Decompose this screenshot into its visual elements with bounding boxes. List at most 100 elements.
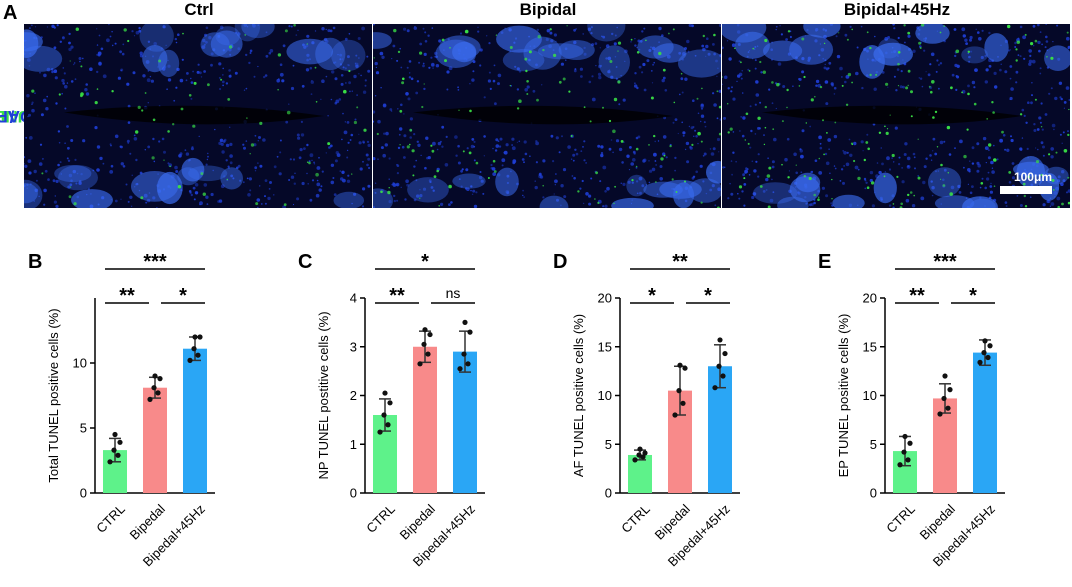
data-point (107, 459, 113, 465)
y-tick-label: 10 (598, 388, 612, 403)
data-point (457, 366, 463, 372)
significance-label: * (421, 251, 429, 273)
panel-letter: E (818, 251, 831, 273)
data-point (461, 351, 467, 357)
significance-label: ** (389, 285, 405, 307)
bar (413, 346, 437, 493)
data-point (636, 452, 642, 458)
micro-title-bipidal: Bipidal (519, 0, 577, 19)
data-point (947, 387, 953, 393)
bar (933, 398, 957, 493)
x-tick-label: CTRL (618, 501, 653, 536)
significance-label: ** (909, 285, 925, 307)
data-point (632, 457, 638, 463)
significance-label: *** (143, 251, 167, 273)
y-tick-label: 1 (350, 437, 357, 452)
y-tick-label: 4 (350, 291, 357, 306)
chart-af-tunel: D AF TUNEL positive cells (%) 0 5 10 15 20 CTRL… (553, 251, 740, 569)
micrograph-bipidal (373, 24, 721, 208)
data-point (195, 352, 201, 358)
data-point (942, 373, 948, 379)
bar (628, 454, 652, 493)
significance-label: * (179, 285, 187, 307)
data-point (672, 412, 678, 418)
panel-letter: D (553, 251, 567, 273)
significance-label: * (704, 285, 712, 307)
chart-np-tunel: CNP TUNEL postitive cells (%)01234CTRLBi… (298, 251, 485, 569)
bar (183, 348, 207, 493)
significance-label: ** (119, 285, 135, 307)
y-tick-label: 0 (870, 486, 877, 501)
data-point (907, 440, 913, 446)
y-tick-label: 15 (863, 339, 877, 354)
y-tick-label: 0 (350, 486, 357, 501)
data-point (462, 319, 468, 325)
y-tick-label: 10 (863, 388, 877, 403)
data-point (381, 412, 387, 418)
y-axis-label: AF TUNEL positive cells (%) (571, 314, 586, 477)
micrograph-ctrl (24, 24, 372, 208)
micro-title-bipidal-45hz: Bipidal+45Hz (843, 0, 951, 19)
data-point (680, 400, 686, 406)
data-point (937, 411, 943, 417)
data-point (425, 351, 431, 357)
significance-label: ns (446, 285, 461, 301)
significance-label: * (648, 285, 656, 307)
data-point (901, 449, 907, 455)
significance-label: ** (672, 251, 688, 273)
y-tick-label: 10 (73, 356, 87, 371)
data-point (465, 361, 471, 367)
data-point (640, 454, 646, 460)
data-point (945, 405, 951, 411)
data-point (191, 346, 197, 352)
data-point (382, 390, 388, 396)
data-point (902, 433, 908, 440)
data-point (676, 388, 682, 394)
data-point (717, 337, 723, 343)
data-point (722, 350, 728, 357)
micrograph-bipidal-45hz: 100μm (722, 24, 1070, 208)
y-tick-label: 5 (870, 437, 877, 452)
y-axis-label: Total TUNEL positive cells (%) (46, 308, 61, 482)
data-point (977, 359, 983, 365)
data-point (112, 431, 118, 438)
data-point (712, 385, 718, 391)
data-point (151, 385, 157, 391)
data-point (421, 341, 427, 347)
data-point (720, 373, 726, 379)
data-point (197, 334, 203, 340)
bar (973, 352, 997, 493)
data-point (637, 446, 643, 452)
data-point (422, 327, 428, 333)
data-point (467, 329, 473, 335)
x-tick-label: CTRL (363, 501, 398, 536)
panel-letter: C (298, 251, 312, 273)
data-point (377, 429, 383, 435)
data-point (427, 331, 433, 338)
data-point (187, 357, 193, 363)
bar (453, 351, 477, 493)
data-point (897, 462, 903, 468)
y-tick-label: 0 (605, 486, 612, 501)
data-point (152, 373, 158, 379)
data-point (905, 457, 911, 463)
data-point (387, 400, 393, 406)
data-point (987, 343, 993, 349)
data-point (117, 439, 123, 445)
chart-ep-tunel: E EP TUNEL positive cells (%) 0 5 10 15 20 CTRL… (818, 251, 1005, 569)
y-tick-label: 5 (605, 437, 612, 452)
data-point (982, 338, 988, 344)
bar (143, 387, 167, 493)
scale-bar-label: 100μm (1013, 170, 1052, 184)
data-point (682, 365, 688, 371)
x-tick-label: CTRL (93, 501, 128, 536)
data-point (385, 422, 391, 428)
data-point (111, 447, 117, 453)
y-axis-label: EP TUNEL positive cells (%) (836, 314, 851, 478)
y-tick-label: 20 (598, 291, 612, 306)
data-point (147, 396, 153, 402)
data-point (677, 362, 683, 368)
data-point (642, 450, 648, 456)
data-point (157, 376, 163, 382)
